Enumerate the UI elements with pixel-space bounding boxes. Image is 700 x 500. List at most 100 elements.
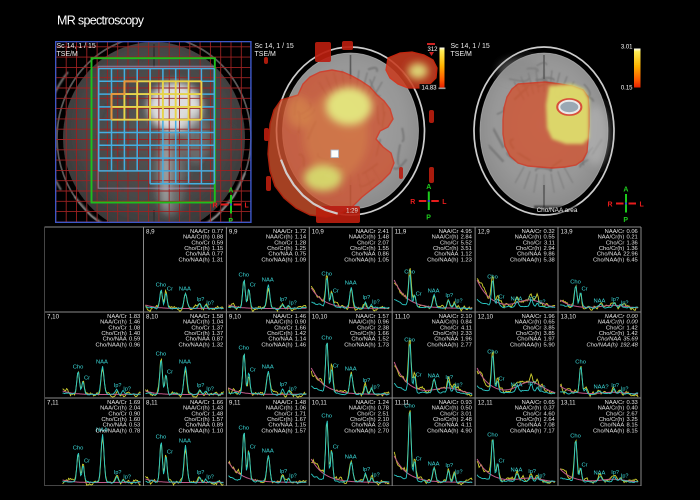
svg-text:Cr: Cr xyxy=(333,289,339,295)
svg-text:1.96: 1.96 xyxy=(461,337,472,343)
svg-text:1.66: 1.66 xyxy=(295,325,306,331)
svg-text:5.52: 5.52 xyxy=(461,240,472,246)
svg-text:3.01: 3.01 xyxy=(621,45,633,51)
svg-text:Cho/NAA: Cho/NAA xyxy=(103,423,127,429)
svg-text:A: A xyxy=(623,187,628,194)
svg-text:Ip?: Ip? xyxy=(621,387,629,393)
svg-text:Ip?: Ip? xyxy=(621,474,629,480)
svg-text:Cho/Cr(h): Cho/Cr(h) xyxy=(433,417,459,423)
svg-text:2.38: 2.38 xyxy=(378,325,389,331)
svg-text:2.64: 2.64 xyxy=(544,417,556,423)
svg-text:Ip?: Ip? xyxy=(197,383,205,389)
svg-text:NAA: NAA xyxy=(511,297,523,303)
svg-text:Cho/Cr: Cho/Cr xyxy=(606,411,624,417)
svg-text:NAA: NAA xyxy=(345,281,357,287)
svg-text:0.40: 0.40 xyxy=(627,406,638,412)
svg-text:Cho/Cr(h): Cho/Cr(h) xyxy=(350,417,376,423)
svg-text:7.17: 7.17 xyxy=(544,428,555,434)
svg-text:Cho/NAA: Cho/NAA xyxy=(517,337,541,343)
svg-text:Ip?: Ip? xyxy=(363,295,371,301)
svg-text:NAA/Cr: NAA/Cr xyxy=(107,400,127,406)
svg-text:Cr: Cr xyxy=(333,445,339,451)
svg-text:Cr: Cr xyxy=(84,459,90,465)
svg-text:0.00: 0.00 xyxy=(627,314,639,320)
svg-text:9,11: 9,11 xyxy=(229,399,241,406)
svg-text:NAA/Cr(h): NAA/Cr(h) xyxy=(266,406,293,412)
svg-text:NAA/Cr: NAA/Cr xyxy=(107,314,127,320)
svg-text:2.03: 2.03 xyxy=(378,423,389,429)
svg-text:NAA?: NAA? xyxy=(594,385,610,391)
svg-text:Cho/Cr(h): Cho/Cr(h) xyxy=(599,417,625,423)
svg-text:1.37: 1.37 xyxy=(212,331,223,337)
svg-text:NAA/Cr: NAA/Cr xyxy=(605,314,626,320)
svg-text:Cho: Cho xyxy=(404,404,415,410)
svg-text:Cho/Cr(h): Cho/Cr(h) xyxy=(350,246,376,252)
svg-text:Cho/Cr: Cho/Cr xyxy=(274,411,292,417)
svg-text:0.65: 0.65 xyxy=(544,320,555,326)
svg-text:3.85: 3.85 xyxy=(544,325,555,331)
svg-text:8.15: 8.15 xyxy=(627,423,638,429)
svg-text:Cho/NAA(h): Cho/NAA(h) xyxy=(344,428,375,434)
svg-text:0.06: 0.06 xyxy=(627,229,638,235)
svg-text:Cr: Cr xyxy=(582,287,588,293)
svg-text:Cr: Cr xyxy=(167,370,173,376)
svg-text:Cho/Cr: Cho/Cr xyxy=(606,240,624,246)
svg-text:Cho/Cr(h): Cho/Cr(h) xyxy=(350,331,376,337)
svg-text:2.84: 2.84 xyxy=(461,235,473,241)
svg-text:NAA/Cr(h): NAA/Cr(h) xyxy=(349,320,376,326)
svg-text:Cho: Cho xyxy=(239,346,250,352)
svg-text:8.15: 8.15 xyxy=(627,428,638,434)
svg-text:1.46: 1.46 xyxy=(129,320,140,326)
svg-text:Cho/NAA: Cho/NAA xyxy=(600,423,624,429)
svg-text:Ip?: Ip? xyxy=(528,469,536,475)
svg-text:Sc 14, 1 / 15: Sc 14, 1 / 15 xyxy=(451,43,490,50)
svg-text:TSE/M: TSE/M xyxy=(57,51,79,58)
svg-text:NAA/Cr(h): NAA/Cr(h) xyxy=(598,320,625,326)
svg-text:1.31: 1.31 xyxy=(212,257,223,263)
svg-text:NAA: NAA xyxy=(594,471,606,477)
svg-text:Cho/Cr(h): Cho/Cr(h) xyxy=(184,417,210,423)
svg-text:Cho/NAA(h): Cho/NAA(h) xyxy=(261,428,292,434)
svg-text:Ip?: Ip? xyxy=(611,383,619,389)
svg-text:NAA/Cr: NAA/Cr xyxy=(356,400,376,406)
svg-text:0.32: 0.32 xyxy=(544,229,555,235)
svg-text:1.08: 1.08 xyxy=(129,325,140,331)
svg-text:Cho/NAA area: Cho/NAA area xyxy=(537,207,578,214)
svg-text:Cho/Cr: Cho/Cr xyxy=(274,325,292,331)
svg-text:Ip?: Ip? xyxy=(445,375,453,381)
svg-text:Cho: Cho xyxy=(404,338,415,344)
svg-text:Ip?: Ip? xyxy=(280,382,288,388)
svg-text:Ip?: Ip? xyxy=(538,300,546,306)
svg-text:0.77: 0.77 xyxy=(212,229,223,235)
svg-text:Ip?: Ip? xyxy=(455,299,463,305)
svg-text:NAA/Cr: NAA/Cr xyxy=(605,229,625,235)
svg-text:NAA/Cr(h): NAA/Cr(h) xyxy=(432,235,459,241)
svg-text:9,9: 9,9 xyxy=(229,228,238,235)
svg-text:10,10: 10,10 xyxy=(312,313,328,320)
svg-text:Cho/NAA(h): Cho/NAA(h) xyxy=(587,342,618,348)
svg-text:2.07: 2.07 xyxy=(378,240,389,246)
svg-text:NAA: NAA xyxy=(96,428,108,434)
svg-text:0.87: 0.87 xyxy=(212,337,223,343)
svg-text:Cr: Cr xyxy=(499,295,505,301)
svg-text:NAA/Cr(h): NAA/Cr(h) xyxy=(183,235,210,241)
svg-text:NAA/Cr: NAA/Cr xyxy=(190,314,210,320)
svg-text:2.33: 2.33 xyxy=(461,331,472,337)
svg-text:Cho: Cho xyxy=(321,414,332,420)
svg-text:Ip?: Ip? xyxy=(455,383,463,389)
svg-text:Cho/Cr(h): Cho/Cr(h) xyxy=(267,331,293,337)
svg-text:2.94: 2.94 xyxy=(544,246,556,252)
svg-text:3.51: 3.51 xyxy=(461,246,472,252)
svg-text:Cho/Cr(h): Cho/Cr(h) xyxy=(101,331,127,337)
svg-text:P: P xyxy=(228,218,233,225)
svg-text:Ip?: Ip? xyxy=(289,387,297,393)
svg-text:NAA/Cr(h): NAA/Cr(h) xyxy=(432,320,459,326)
svg-text:R: R xyxy=(410,199,415,206)
svg-text:Ip?: Ip? xyxy=(363,378,371,384)
svg-text:1.60: 1.60 xyxy=(129,417,140,423)
svg-text:Ip?: Ip? xyxy=(363,467,371,473)
svg-text:7,10: 7,10 xyxy=(47,313,60,320)
svg-text:NAA/Cr(h): NAA/Cr(h) xyxy=(266,235,293,241)
svg-text:10,9: 10,9 xyxy=(312,228,325,235)
svg-text:Cho/Cr: Cho/Cr xyxy=(108,411,126,417)
